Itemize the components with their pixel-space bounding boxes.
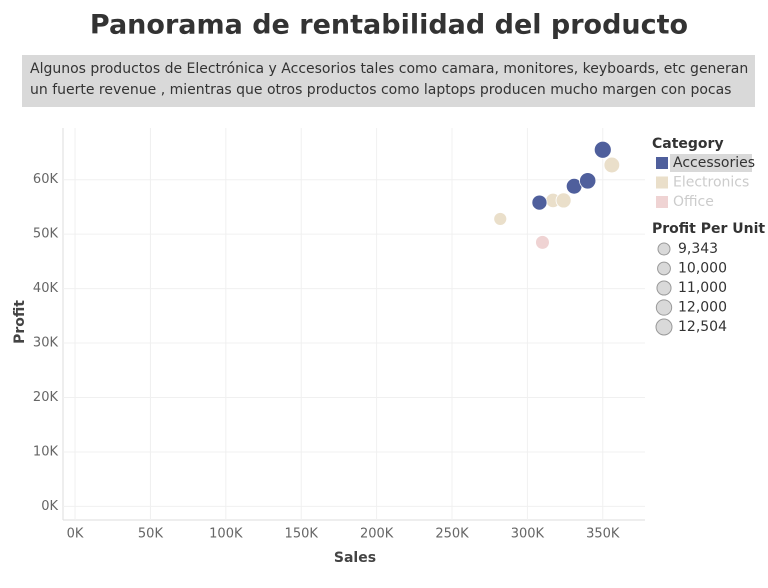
size-legend-symbol <box>657 261 671 276</box>
subtitle-wrap: Algunos productos de Electrónica y Acces… <box>30 61 749 105</box>
y-tick-label: 0K <box>41 499 58 514</box>
size-legend-label: 12,504 <box>678 319 727 335</box>
y-axis-label: Profit <box>12 300 28 344</box>
point <box>579 172 597 190</box>
subtitle-box <box>22 55 755 107</box>
x-tick-label: 0K <box>67 527 84 542</box>
legend-title: Category <box>652 136 724 152</box>
y-tick-label: 50K <box>33 227 59 242</box>
size-legend-symbol <box>656 280 672 296</box>
x-tick-label: 350K <box>586 527 620 542</box>
subtitle: Algunos productos de Electrónica y Acces… <box>30 61 749 105</box>
point <box>535 235 550 250</box>
point <box>555 192 572 209</box>
y-tick-label: 60K <box>33 172 59 187</box>
point <box>593 140 612 159</box>
point <box>493 212 508 226</box>
x-tick-label: 150K <box>285 527 319 542</box>
point <box>531 194 548 211</box>
legend-label: Electronics <box>673 175 749 191</box>
legend-swatch <box>656 196 668 208</box>
size-legend-label: 12,000 <box>678 300 727 316</box>
size-legend-label: 10,000 <box>678 261 727 277</box>
y-tick-label: 20K <box>33 390 59 405</box>
legend-swatch <box>656 176 668 189</box>
size-legend-symbol <box>657 242 671 256</box>
y-tick-label: 10K <box>33 444 59 459</box>
x-tick-label: 250K <box>435 527 469 542</box>
x-tick-label: 200K <box>360 527 394 542</box>
x-tick-label: 50K <box>138 527 164 542</box>
chart-title: Panorama de rentabilidad del producto <box>90 10 688 41</box>
y-tick-label: 30K <box>33 336 59 351</box>
y-tick-label: 40K <box>33 281 59 296</box>
size-legend-label: 11,000 <box>678 280 727 296</box>
x-tick-label: 300K <box>511 527 545 542</box>
point <box>603 156 621 174</box>
x-tick-label: 100K <box>209 527 243 542</box>
size-legend-symbol <box>655 299 673 316</box>
size-legend-symbol <box>655 318 673 336</box>
legend-label: Accessories <box>673 155 755 171</box>
legend-highlight <box>670 154 752 172</box>
size-legend-title: Profit Per Unit <box>652 221 765 237</box>
x-axis-label: Sales <box>334 550 376 566</box>
legend-label: Office <box>673 194 714 210</box>
legend-swatch <box>656 157 668 169</box>
size-legend-label: 9,343 <box>678 241 718 257</box>
